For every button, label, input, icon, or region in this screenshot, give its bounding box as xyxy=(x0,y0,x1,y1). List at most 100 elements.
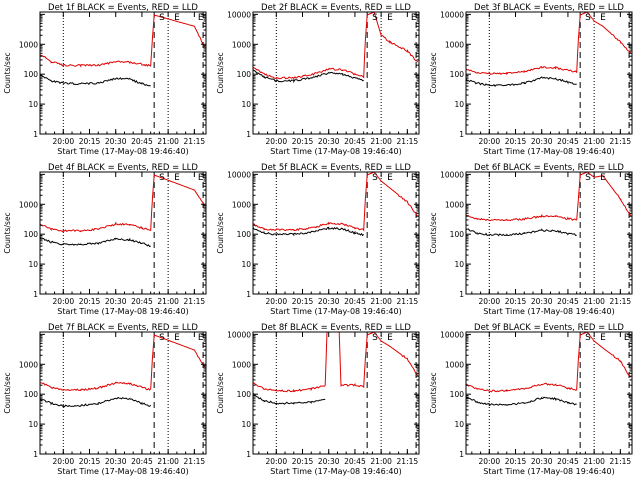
annotation-e: E xyxy=(387,13,393,23)
annotation-s: S xyxy=(159,13,165,23)
panel-title: Det 5f BLACK = Events, RED = LLD xyxy=(261,163,411,173)
x-tick-label: 20:30 xyxy=(105,457,127,466)
y-tick-label: 100 xyxy=(24,70,39,79)
series-black-line xyxy=(39,396,152,408)
y-tick-label: 10 xyxy=(454,260,464,269)
panel-title: Det 2f BLACK = Events, RED = LLD xyxy=(261,3,411,13)
y-tick-label: 100 xyxy=(237,390,252,399)
y-tick-label: 1000 xyxy=(232,200,251,209)
x-axis-label: Start Time (17-May-08 19:46:40) xyxy=(483,147,614,156)
series-red-line xyxy=(252,171,419,232)
annotation-e: E xyxy=(174,333,180,343)
x-tick-label: 21:15 xyxy=(397,457,419,466)
annotation-e: E xyxy=(174,173,180,183)
y-tick-label: 1000 xyxy=(445,360,464,369)
x-tick-label: 20:45 xyxy=(344,137,366,146)
annotation-e: E xyxy=(411,13,417,23)
y-tick-label: 100 xyxy=(450,390,465,399)
annotation-e: E xyxy=(198,173,204,183)
annotation-e: E xyxy=(387,173,393,183)
panel-title: Det 4f BLACK = Events, RED = LLD xyxy=(48,163,198,173)
series-black-line xyxy=(465,228,577,237)
annotation-s: S xyxy=(372,173,378,183)
annotation-e: E xyxy=(174,13,180,23)
y-tick-label: 10000 xyxy=(440,330,464,339)
annotation-e: E xyxy=(198,13,204,23)
y-axis-label: Counts/sec xyxy=(3,212,12,253)
x-axis-label: Start Time (17-May-08 19:46:40) xyxy=(270,307,401,316)
y-tick-label: 1 xyxy=(459,290,464,299)
x-tick-label: 21:15 xyxy=(610,137,632,146)
y-tick-label: 1 xyxy=(33,290,38,299)
x-axis-label: Start Time (17-May-08 19:46:40) xyxy=(57,307,188,316)
y-tick-label: 10 xyxy=(241,100,251,109)
x-axis-label: Start Time (17-May-08 19:46:40) xyxy=(57,147,188,156)
y-tick-label: 10000 xyxy=(227,10,251,19)
series-black-line xyxy=(465,396,577,407)
y-tick-label: 10000 xyxy=(440,170,464,179)
x-tick-label: 20:45 xyxy=(344,457,366,466)
x-tick-label: 21:15 xyxy=(610,457,632,466)
annotation-e: E xyxy=(198,333,204,343)
y-tick-label: 1000 xyxy=(232,40,251,49)
x-tick-label: 20:15 xyxy=(292,457,314,466)
annotation-s: S xyxy=(585,333,591,343)
y-tick-label: 1000 xyxy=(19,360,38,369)
x-tick-label: 20:00 xyxy=(52,297,74,306)
panel-title: Det 8f BLACK = Events, RED = LLD xyxy=(261,323,411,333)
x-tick-label: 20:15 xyxy=(292,137,314,146)
y-tick-label: 1 xyxy=(246,290,251,299)
y-tick-label: 1000 xyxy=(19,200,38,209)
x-tick-label: 20:15 xyxy=(505,137,527,146)
x-tick-label: 20:00 xyxy=(478,457,500,466)
plot-frame xyxy=(252,171,420,295)
y-tick-label: 1000 xyxy=(445,200,464,209)
plot-frame xyxy=(465,171,633,295)
y-tick-label: 10000 xyxy=(440,10,464,19)
y-tick-label: 1000 xyxy=(19,40,38,49)
y-tick-label: 100 xyxy=(450,230,465,239)
y-tick-label: 1000 xyxy=(232,360,251,369)
x-tick-label: 20:45 xyxy=(557,137,579,146)
x-tick-label: 20:15 xyxy=(292,297,314,306)
plot-frame xyxy=(465,331,633,455)
x-tick-label: 20:30 xyxy=(105,137,127,146)
series-black-line xyxy=(465,76,577,87)
x-tick-label: 21:15 xyxy=(184,297,206,306)
x-tick-label: 20:30 xyxy=(318,137,340,146)
y-tick-label: 100 xyxy=(450,70,465,79)
series-red-line xyxy=(465,171,632,222)
y-tick-label: 1 xyxy=(33,450,38,459)
x-axis-label: Start Time (17-May-08 19:46:40) xyxy=(270,467,401,476)
annotation-e: E xyxy=(387,333,393,343)
x-tick-label: 20:30 xyxy=(105,297,127,306)
series-red-line xyxy=(39,174,206,233)
annotation-s: S xyxy=(372,333,378,343)
x-tick-label: 21:00 xyxy=(370,297,392,306)
x-tick-label: 21:15 xyxy=(610,297,632,306)
y-tick-label: 10 xyxy=(241,420,251,429)
annotation-s: S xyxy=(159,333,165,343)
y-tick-label: 10 xyxy=(28,260,38,269)
y-tick-label: 100 xyxy=(237,230,252,239)
series-black-line xyxy=(252,392,326,405)
panel-title: Det 9f BLACK = Events, RED = LLD xyxy=(474,323,624,333)
x-tick-label: 21:00 xyxy=(370,457,392,466)
x-tick-label: 20:15 xyxy=(79,457,101,466)
plot-frame xyxy=(252,331,420,455)
x-tick-label: 20:45 xyxy=(131,457,153,466)
annotation-e: E xyxy=(411,173,417,183)
plot-frame xyxy=(39,331,207,455)
x-tick-label: 20:00 xyxy=(265,297,287,306)
y-tick-label: 10000 xyxy=(227,170,251,179)
x-tick-label: 21:15 xyxy=(397,297,419,306)
x-tick-label: 20:30 xyxy=(318,297,340,306)
y-tick-label: 10 xyxy=(454,420,464,429)
y-axis-label: Counts/sec xyxy=(429,52,438,93)
x-tick-label: 21:15 xyxy=(184,137,206,146)
